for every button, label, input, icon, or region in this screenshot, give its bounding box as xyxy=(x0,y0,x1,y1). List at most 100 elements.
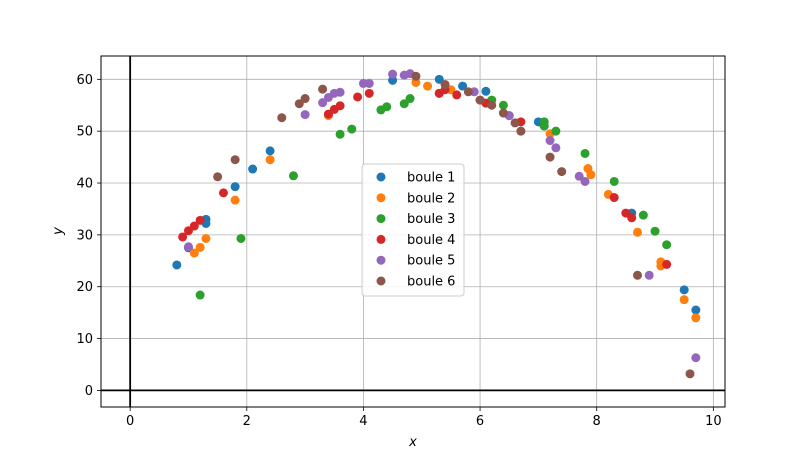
data-point xyxy=(189,248,199,258)
data-point xyxy=(586,170,596,180)
x-axis-label: x xyxy=(408,435,417,450)
data-point xyxy=(388,69,398,79)
data-point xyxy=(318,98,328,108)
data-point xyxy=(498,100,508,110)
x-tick-label: 6 xyxy=(476,414,484,429)
legend-marker xyxy=(376,193,386,203)
data-point xyxy=(481,86,491,96)
data-point xyxy=(463,87,473,97)
y-tick-label: 10 xyxy=(76,332,93,347)
data-point xyxy=(458,81,468,91)
y-tick-label: 50 xyxy=(76,125,93,140)
data-point xyxy=(662,259,672,269)
data-point xyxy=(551,143,561,153)
data-point xyxy=(335,129,345,139)
data-point xyxy=(644,270,654,280)
data-point xyxy=(545,152,555,162)
legend-label: boule 3 xyxy=(407,212,455,227)
data-point xyxy=(172,260,182,270)
y-tick-label: 60 xyxy=(76,73,93,88)
data-point xyxy=(213,172,223,182)
x-tick-label: 0 xyxy=(126,414,134,429)
x-tick-label: 8 xyxy=(593,414,601,429)
data-point xyxy=(364,78,374,88)
y-tick-label: 20 xyxy=(76,280,93,295)
y-tick-label: 0 xyxy=(85,384,93,399)
x-tick-label: 4 xyxy=(359,414,367,429)
data-point xyxy=(364,88,374,98)
data-point xyxy=(382,102,392,112)
legend-label: boule 4 xyxy=(407,233,455,248)
legend-box xyxy=(361,163,465,297)
data-point xyxy=(650,226,660,236)
legend-label: boule 6 xyxy=(407,275,455,290)
plot-frame xyxy=(100,55,726,408)
data-point xyxy=(609,193,619,203)
data-point xyxy=(662,240,672,250)
data-point xyxy=(638,210,648,220)
y-axis-label: y xyxy=(51,227,66,236)
data-point xyxy=(551,126,561,136)
legend-label: boule 1 xyxy=(407,171,455,186)
data-point xyxy=(434,74,444,84)
y-tick-label: 30 xyxy=(76,228,93,243)
data-point xyxy=(580,176,590,186)
data-point xyxy=(318,84,328,94)
data-point xyxy=(195,215,205,225)
data-point xyxy=(574,171,584,181)
legend-item: boule 1 xyxy=(376,171,455,186)
y-tick-label: 40 xyxy=(76,177,93,192)
data-point xyxy=(679,285,689,295)
data-point xyxy=(201,233,211,243)
data-point xyxy=(288,171,298,181)
legend-item: boule 5 xyxy=(376,254,455,269)
legend-marker xyxy=(376,234,386,244)
data-point xyxy=(399,99,409,109)
data-point xyxy=(633,270,643,280)
data-point xyxy=(633,227,643,237)
data-point xyxy=(691,313,701,323)
data-point xyxy=(609,176,619,186)
data-point xyxy=(510,118,520,128)
legend: boule 1 boule 2 boule 3 boule 4 boule 5 boule… xyxy=(361,163,465,297)
data-point xyxy=(248,164,258,174)
data-point xyxy=(423,81,433,91)
data-point xyxy=(411,77,421,87)
y-axis-ticks: 0 10 20 30 40 50 60 xyxy=(76,73,101,399)
data-point xyxy=(353,92,363,102)
data-point xyxy=(230,195,240,205)
data-point xyxy=(440,80,450,90)
data-point xyxy=(405,94,415,104)
legend-marker xyxy=(376,255,386,265)
data-point xyxy=(627,213,637,223)
data-point xyxy=(195,242,205,252)
data-point xyxy=(452,90,462,100)
data-point xyxy=(218,188,228,198)
data-point xyxy=(294,99,304,109)
data-point xyxy=(300,110,310,120)
x-tick-label: 10 xyxy=(705,414,722,429)
data-point xyxy=(487,100,497,110)
legend-item: boule 4 xyxy=(376,233,455,248)
data-point xyxy=(691,305,701,315)
reference-lines xyxy=(101,56,725,407)
data-points xyxy=(172,69,701,379)
data-point xyxy=(178,232,188,242)
legend-marker xyxy=(376,172,386,182)
data-point xyxy=(277,113,287,123)
data-point xyxy=(411,71,421,81)
data-point xyxy=(347,124,357,134)
legend-marker xyxy=(376,214,386,224)
data-point xyxy=(265,146,275,156)
x-axis-ticks: 0 2 4 6 8 10 xyxy=(126,407,722,429)
legend-item: boule 6 xyxy=(376,275,455,290)
legend-item: boule 3 xyxy=(376,212,455,227)
data-point xyxy=(195,290,205,300)
data-point xyxy=(516,126,526,136)
data-point xyxy=(685,369,695,379)
legend-label: boule 2 xyxy=(407,191,455,206)
legend-label: boule 5 xyxy=(407,254,455,269)
data-point xyxy=(679,295,689,305)
data-point xyxy=(545,136,555,146)
